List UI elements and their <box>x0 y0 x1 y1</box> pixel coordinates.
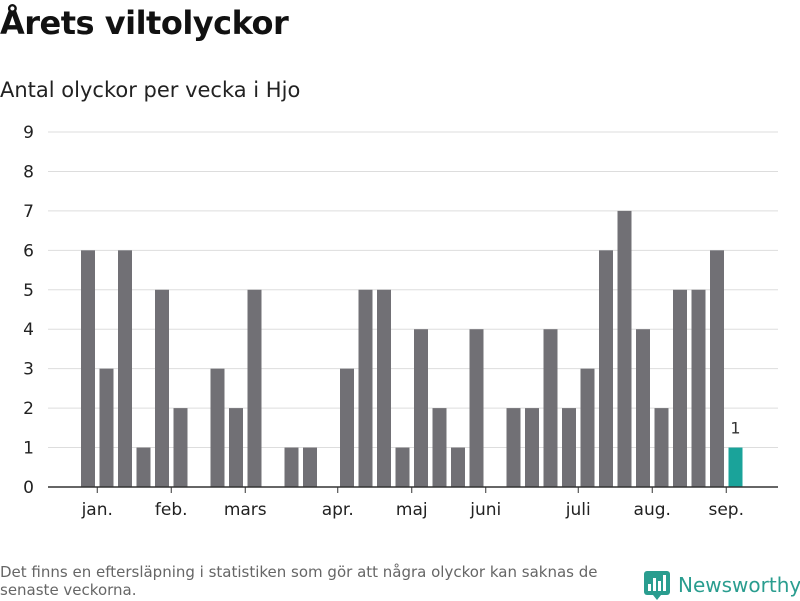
footer-note: Det finns en eftersläpning i statistiken… <box>0 563 598 599</box>
bar <box>284 447 299 487</box>
bar <box>173 408 188 487</box>
y-tick-label: 3 <box>23 360 34 380</box>
bar <box>377 289 391 487</box>
bar <box>432 408 447 487</box>
x-tick-label: mars <box>224 500 267 520</box>
bar <box>155 289 169 487</box>
bar-highlight <box>728 447 743 487</box>
bar <box>118 250 132 487</box>
y-tick-label: 0 <box>23 478 34 498</box>
bar <box>358 289 373 487</box>
bar-chart: 0 1 2 3 4 5 6 7 8 9 1 jan. feb. mars apr. maj juni juli au… <box>23 123 778 520</box>
bar <box>229 408 243 487</box>
bar <box>136 447 151 487</box>
bar <box>710 250 724 487</box>
bar <box>99 368 114 487</box>
bar <box>210 368 225 487</box>
bar <box>673 289 687 487</box>
bar <box>303 447 317 487</box>
y-tick-label: 7 <box>23 202 34 222</box>
bar <box>525 408 539 487</box>
x-tick-label: maj <box>396 500 428 520</box>
bar <box>654 408 669 487</box>
bar <box>340 368 354 487</box>
bar <box>617 210 632 487</box>
x-tick-label: jan. <box>81 500 113 520</box>
x-tick-label: juli <box>565 500 591 520</box>
newsworthy-icon <box>644 571 670 600</box>
brand-name: Newsworthy <box>678 573 800 597</box>
x-tick-label: juni <box>469 500 501 520</box>
bar <box>599 250 613 487</box>
y-tick-label: 9 <box>23 123 34 143</box>
bar <box>580 368 595 487</box>
chart-title: Årets viltolyckor <box>0 4 289 42</box>
y-tick-label: 5 <box>23 281 34 301</box>
y-tick-label: 4 <box>23 320 34 340</box>
bar <box>543 329 558 487</box>
x-tick-label: apr. <box>322 500 354 520</box>
bar <box>451 447 465 487</box>
y-tick-label: 8 <box>23 162 34 182</box>
x-tick-label: aug. <box>634 500 671 520</box>
bar <box>247 289 262 487</box>
y-tick-label: 2 <box>23 399 34 419</box>
data-label: 1 <box>730 419 740 438</box>
x-tick-label: sep. <box>708 500 744 520</box>
bar <box>506 408 521 487</box>
bar <box>691 289 706 487</box>
y-tick-label: 1 <box>23 439 34 459</box>
x-tick-label: feb. <box>155 500 188 520</box>
bar <box>469 329 484 487</box>
bar <box>636 329 650 487</box>
bar <box>562 408 576 487</box>
bar <box>395 447 410 487</box>
y-tick-label: 6 <box>23 241 34 261</box>
bar <box>414 329 428 487</box>
bar <box>81 250 95 487</box>
chart-subtitle: Antal olyckor per vecka i Hjo <box>0 78 301 102</box>
brand-logo[interactable]: Newsworthy <box>644 569 800 601</box>
